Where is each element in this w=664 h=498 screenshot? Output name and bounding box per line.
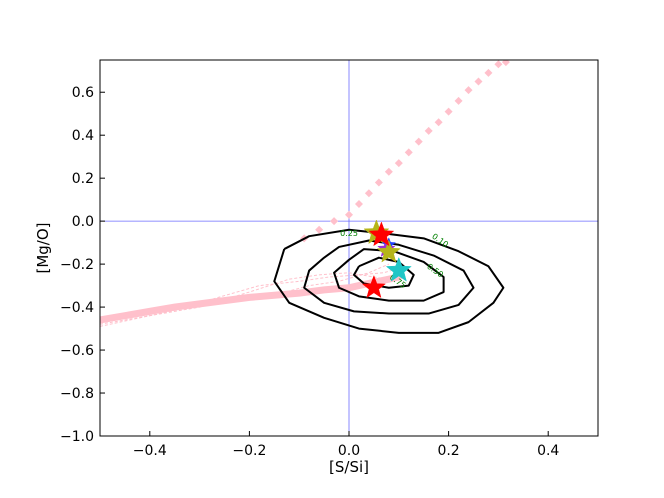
thin-track-0 bbox=[100, 272, 399, 325]
star-marker-6 bbox=[361, 274, 386, 299]
dotted-track-marker bbox=[394, 159, 403, 168]
y-axis-label: [Mg/O] bbox=[34, 222, 52, 273]
dotted-track-marker bbox=[454, 96, 463, 105]
x-axis-label: [S/Si] bbox=[329, 458, 369, 476]
dotted-track-marker bbox=[474, 77, 483, 86]
y-tick-label: −0.8 bbox=[60, 386, 94, 402]
dotted-track-marker bbox=[494, 60, 503, 69]
star-marker-5 bbox=[385, 256, 412, 282]
dotted-track-marker bbox=[484, 68, 493, 77]
dotted-track-marker bbox=[404, 148, 413, 157]
dotted-track-marker bbox=[501, 60, 510, 67]
x-tick-label: −0.4 bbox=[133, 443, 167, 459]
x-tick-label: 0.2 bbox=[437, 443, 459, 459]
star-marker-4 bbox=[368, 221, 395, 247]
y-tick-label: 0.2 bbox=[72, 171, 94, 187]
x-tick-label: 0.4 bbox=[537, 443, 559, 459]
dotted-track-marker bbox=[330, 217, 339, 226]
thick-track bbox=[100, 273, 403, 324]
dotted-track-marker bbox=[364, 189, 373, 198]
dotted-track-marker bbox=[354, 199, 363, 208]
plot-content: 0.100.250.500.75 bbox=[100, 60, 598, 436]
y-tick-label: 0.0 bbox=[72, 214, 94, 230]
dotted-track-marker bbox=[315, 225, 324, 234]
y-tick-label: −1.0 bbox=[60, 429, 94, 445]
dotted-track-marker bbox=[444, 107, 453, 116]
dotted-track-marker bbox=[374, 178, 383, 187]
dotted-track-marker bbox=[434, 118, 443, 127]
star-marker-3 bbox=[376, 239, 401, 263]
y-tick-label: 0.6 bbox=[72, 85, 94, 101]
y-tick-label: −0.4 bbox=[60, 300, 94, 316]
y-tick-label: −0.6 bbox=[60, 343, 94, 359]
dotted-track-marker bbox=[414, 137, 423, 146]
contour-label-0.25: 0.25 bbox=[340, 229, 358, 238]
dotted-track-marker bbox=[384, 167, 393, 176]
x-tick-label: 0.0 bbox=[338, 443, 360, 459]
y-tick-label: 0.4 bbox=[72, 128, 94, 144]
y-tick-label: −0.2 bbox=[60, 257, 94, 273]
x-tick-label: −0.2 bbox=[232, 443, 266, 459]
dotted-track-marker bbox=[464, 86, 473, 95]
dotted-track-marker bbox=[345, 210, 353, 219]
axes: −0.4 −0.2 0.0 0.2 0.4 −1.0 −0.8 −0.6 −0.4 −0.2 0.0… bbox=[60, 85, 559, 459]
dotted-track-marker bbox=[424, 126, 433, 135]
